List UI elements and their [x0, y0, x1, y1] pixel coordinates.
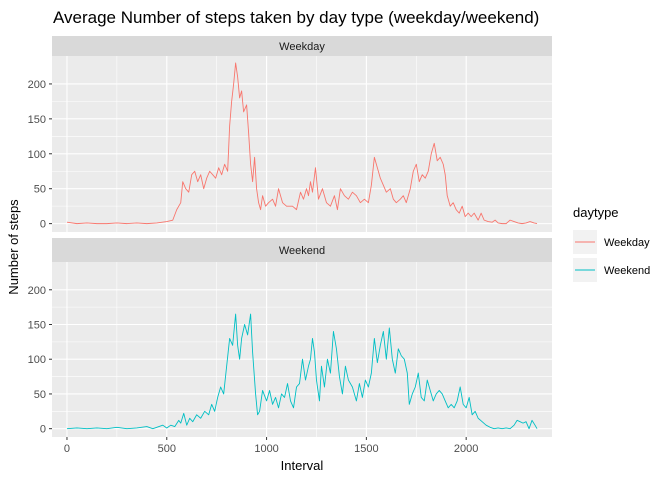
chart-title: Average Number of steps taken by day typ… [53, 8, 539, 27]
x-tick-label: 500 [158, 443, 176, 455]
y-axis-weekday: 0 50 100 150 200 [28, 79, 52, 231]
legend-label-weekend: Weekend [604, 265, 650, 277]
y-tick-label: 200 [28, 79, 46, 91]
panel-weekday [52, 56, 552, 232]
legend: daytype Weekday Weekend [573, 205, 650, 282]
y-tick-label: 0 [40, 424, 46, 436]
facet-weekday: Weekday 0 50 100 150 200 [28, 36, 552, 232]
y-tick-label: 50 [34, 184, 46, 196]
x-tick-label: 1500 [354, 443, 378, 455]
facet-strip-weekday [52, 36, 552, 56]
series-weekday [66, 62, 538, 225]
y-tick-label: 0 [40, 219, 46, 231]
y-tick-label: 150 [28, 320, 46, 332]
y-tick-label: 200 [28, 285, 46, 297]
gridlines-weekend [52, 262, 552, 437]
y-tick-label: 100 [28, 149, 46, 161]
series-line-weekday [66, 62, 538, 225]
y-axis-weekend: 0 50 100 150 200 [28, 285, 52, 436]
gridlines-weekday [52, 56, 552, 232]
series-weekend [66, 313, 538, 430]
y-tick-label: 150 [28, 114, 46, 126]
x-tick-label: 2000 [454, 443, 478, 455]
legend-label-weekday: Weekday [604, 237, 650, 249]
facet-label-weekend: Weekend [279, 245, 325, 257]
x-axis-title: Interval [281, 458, 324, 473]
facet-label-weekday: Weekday [279, 41, 325, 53]
x-tick-label: 1000 [254, 443, 278, 455]
y-axis-title: Number of steps [6, 199, 21, 295]
y-tick-label: 50 [34, 389, 46, 401]
facet-weekend: Weekend 0 50 100 150 200 [28, 238, 552, 437]
x-axis: 0 500 1000 1500 2000 [64, 437, 478, 455]
facet-strip-weekend [52, 238, 552, 262]
series-line-weekend [66, 313, 538, 430]
legend-title: daytype [573, 205, 619, 220]
x-tick-label: 0 [64, 443, 70, 455]
panel-weekend [52, 262, 552, 437]
y-tick-label: 100 [28, 354, 46, 366]
